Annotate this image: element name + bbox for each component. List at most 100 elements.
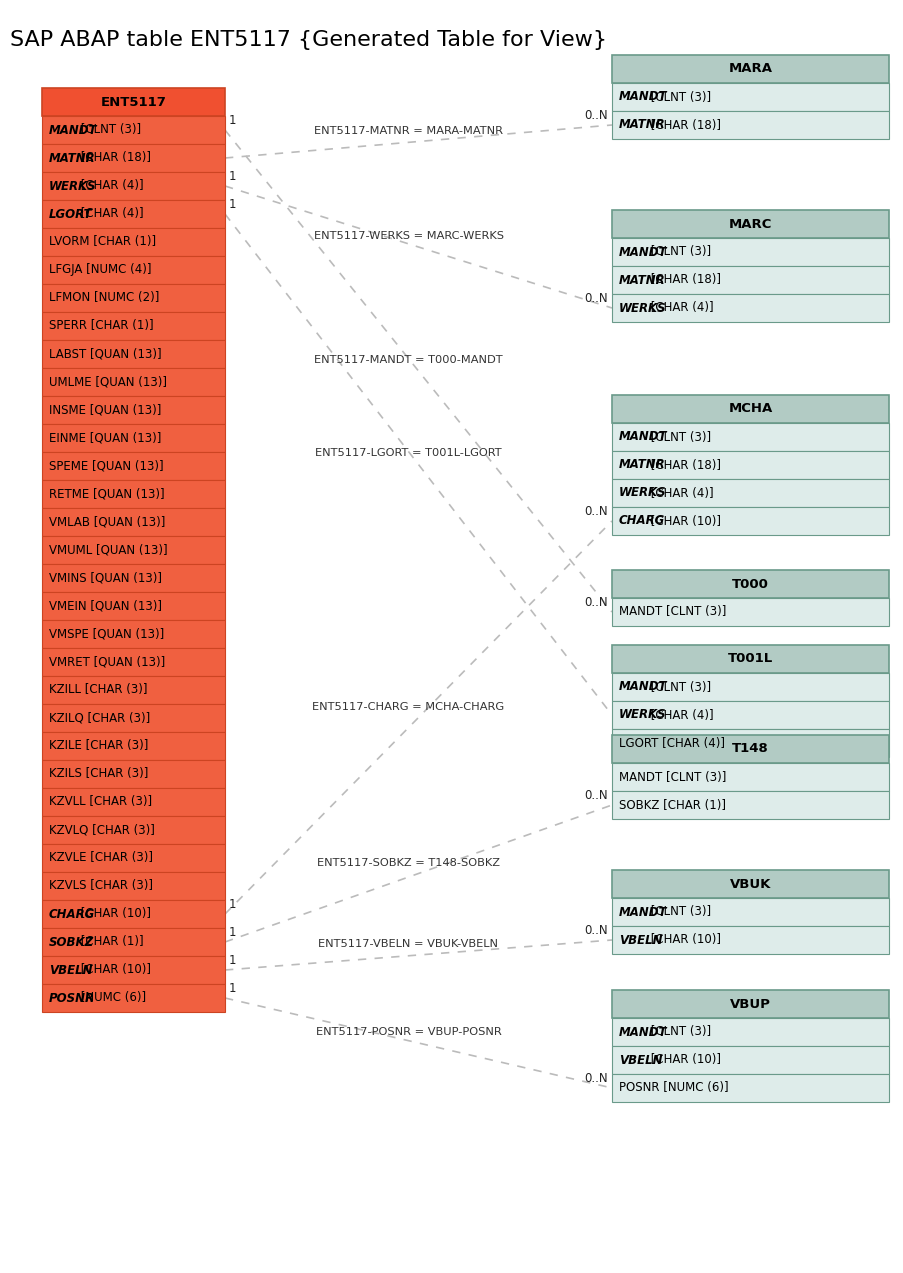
Text: VMSPE [QUAN (13)]: VMSPE [QUAN (13)] bbox=[49, 628, 164, 640]
Bar bbox=[611, 990, 888, 1018]
Text: VBELN: VBELN bbox=[49, 964, 92, 976]
Text: CHARG: CHARG bbox=[619, 514, 665, 527]
Bar bbox=[42, 256, 225, 284]
Text: 1: 1 bbox=[228, 925, 237, 939]
Bar bbox=[611, 701, 888, 729]
Text: [CHAR (4)]: [CHAR (4)] bbox=[647, 302, 712, 314]
Text: KZVLE [CHAR (3)]: KZVLE [CHAR (3)] bbox=[49, 852, 153, 864]
Text: MANDT: MANDT bbox=[619, 246, 666, 258]
Text: 0..N: 0..N bbox=[583, 924, 608, 937]
Bar bbox=[611, 451, 888, 479]
Text: ENT5117: ENT5117 bbox=[100, 95, 166, 108]
Bar bbox=[611, 1074, 888, 1102]
Bar bbox=[42, 88, 225, 116]
Text: [CHAR (10)]: [CHAR (10)] bbox=[77, 908, 151, 920]
Text: MARA: MARA bbox=[728, 62, 772, 75]
Text: 1: 1 bbox=[228, 897, 237, 911]
Text: ENT5117-SOBKZ = T148-SOBKZ: ENT5117-SOBKZ = T148-SOBKZ bbox=[317, 858, 499, 867]
Bar bbox=[42, 928, 225, 956]
Bar bbox=[611, 598, 888, 626]
Text: KZILE [CHAR (3)]: KZILE [CHAR (3)] bbox=[49, 740, 148, 752]
Text: SAP ABAP table ENT5117 {Generated Table for View}: SAP ABAP table ENT5117 {Generated Table … bbox=[10, 31, 606, 50]
Text: [CHAR (10)]: [CHAR (10)] bbox=[647, 514, 721, 527]
Text: MATNR: MATNR bbox=[619, 458, 665, 471]
Text: T001L: T001L bbox=[727, 653, 772, 666]
Text: [CLNT (3)]: [CLNT (3)] bbox=[647, 905, 711, 919]
Bar bbox=[611, 111, 888, 139]
Text: POSNR: POSNR bbox=[49, 992, 95, 1004]
Text: 0..N: 0..N bbox=[583, 292, 608, 306]
Text: ENT5117-POSNR = VBUP-POSNR: ENT5117-POSNR = VBUP-POSNR bbox=[315, 1027, 501, 1037]
Bar bbox=[42, 732, 225, 760]
Text: VBUP: VBUP bbox=[730, 998, 770, 1011]
Text: T000: T000 bbox=[731, 578, 768, 591]
Text: VMUML [QUAN (13)]: VMUML [QUAN (13)] bbox=[49, 544, 167, 556]
Bar bbox=[42, 144, 225, 172]
Bar bbox=[42, 368, 225, 396]
Bar bbox=[611, 735, 888, 763]
Text: MANDT: MANDT bbox=[619, 905, 666, 919]
Text: 1: 1 bbox=[228, 981, 237, 995]
Bar bbox=[42, 200, 225, 228]
Text: VBELN: VBELN bbox=[619, 1054, 662, 1067]
Bar bbox=[42, 760, 225, 788]
Text: T148: T148 bbox=[731, 742, 768, 755]
Bar bbox=[42, 536, 225, 564]
Text: [CLNT (3)]: [CLNT (3)] bbox=[647, 90, 711, 103]
Text: WERKS: WERKS bbox=[619, 486, 666, 499]
Text: ENT5117-CHARG = MCHA-CHARG: ENT5117-CHARG = MCHA-CHARG bbox=[312, 701, 504, 712]
Text: KZVLL [CHAR (3)]: KZVLL [CHAR (3)] bbox=[49, 796, 152, 808]
Bar bbox=[42, 620, 225, 648]
Bar bbox=[611, 729, 888, 757]
Text: WERKS: WERKS bbox=[619, 709, 666, 722]
Text: 1: 1 bbox=[228, 115, 237, 127]
Bar bbox=[42, 872, 225, 900]
Text: [CHAR (18)]: [CHAR (18)] bbox=[77, 151, 151, 164]
Text: VBELN: VBELN bbox=[619, 933, 662, 947]
Text: 0..N: 0..N bbox=[583, 596, 608, 608]
Bar bbox=[42, 984, 225, 1012]
Text: 0..N: 0..N bbox=[583, 505, 608, 518]
Text: LGORT [CHAR (4)]: LGORT [CHAR (4)] bbox=[619, 737, 724, 750]
Bar bbox=[42, 788, 225, 816]
Text: [CHAR (4)]: [CHAR (4)] bbox=[77, 179, 144, 192]
Bar bbox=[611, 294, 888, 322]
Bar bbox=[611, 395, 888, 423]
Text: 0..N: 0..N bbox=[583, 109, 608, 122]
Text: UMLME [QUAN (13)]: UMLME [QUAN (13)] bbox=[49, 376, 167, 388]
Text: LVORM [CHAR (1)]: LVORM [CHAR (1)] bbox=[49, 236, 156, 248]
Text: SPEME [QUAN (13)]: SPEME [QUAN (13)] bbox=[49, 460, 163, 472]
Bar bbox=[42, 844, 225, 872]
Text: [CHAR (1)]: [CHAR (1)] bbox=[77, 936, 144, 948]
Text: KZILL [CHAR (3)]: KZILL [CHAR (3)] bbox=[49, 684, 147, 696]
Text: MANDT: MANDT bbox=[619, 681, 666, 694]
Bar bbox=[611, 763, 888, 791]
Text: VMINS [QUAN (13)]: VMINS [QUAN (13)] bbox=[49, 572, 162, 584]
Bar bbox=[611, 869, 888, 897]
Bar bbox=[611, 1046, 888, 1074]
Bar bbox=[42, 312, 225, 340]
Text: KZILS [CHAR (3)]: KZILS [CHAR (3)] bbox=[49, 768, 148, 780]
Text: MANDT: MANDT bbox=[619, 1026, 666, 1039]
Bar bbox=[42, 676, 225, 704]
Bar bbox=[42, 480, 225, 508]
Text: ENT5117-VBELN = VBUK-VBELN: ENT5117-VBELN = VBUK-VBELN bbox=[318, 939, 498, 948]
Text: SOBKZ: SOBKZ bbox=[49, 936, 94, 948]
Text: 1: 1 bbox=[228, 171, 237, 183]
Text: 1: 1 bbox=[228, 953, 237, 967]
Text: MATNR: MATNR bbox=[49, 151, 96, 164]
Text: SPERR [CHAR (1)]: SPERR [CHAR (1)] bbox=[49, 320, 154, 332]
Text: KZVLS [CHAR (3)]: KZVLS [CHAR (3)] bbox=[49, 880, 153, 892]
Bar bbox=[42, 900, 225, 928]
Text: VMEIN [QUAN (13)]: VMEIN [QUAN (13)] bbox=[49, 600, 162, 612]
Text: [CLNT (3)]: [CLNT (3)] bbox=[647, 246, 711, 258]
Text: [CHAR (18)]: [CHAR (18)] bbox=[647, 118, 721, 131]
Bar bbox=[611, 570, 888, 598]
Text: [CHAR (18)]: [CHAR (18)] bbox=[647, 274, 721, 286]
Bar bbox=[42, 648, 225, 676]
Bar bbox=[611, 83, 888, 111]
Bar bbox=[42, 284, 225, 312]
Bar bbox=[42, 564, 225, 592]
Bar bbox=[42, 816, 225, 844]
Bar bbox=[611, 479, 888, 507]
